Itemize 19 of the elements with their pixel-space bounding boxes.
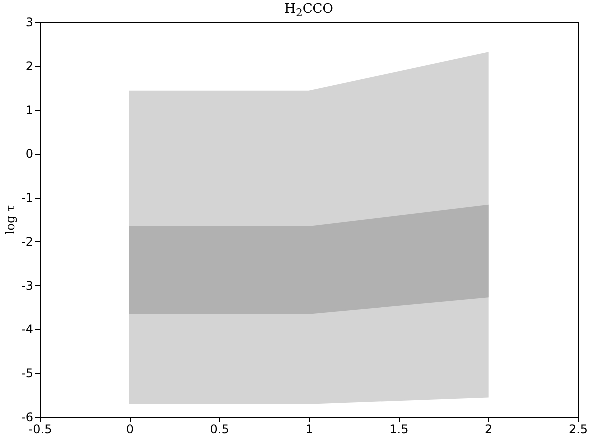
y-axis-title: log τ xyxy=(4,205,18,235)
x-tick-label: -0.5 xyxy=(28,422,52,436)
y-tick-label: 0 xyxy=(26,147,34,162)
y-tick-label: -3 xyxy=(22,278,34,293)
x-tick-label: 1 xyxy=(306,422,314,436)
y-tick-label: -5 xyxy=(22,366,34,381)
y-tick-label: 3 xyxy=(26,16,34,30)
x-tick-label: 0 xyxy=(126,422,134,436)
y-tick-label: -4 xyxy=(22,322,34,337)
x-tick-label: 0.5 xyxy=(210,422,230,436)
y-tick-label: -2 xyxy=(22,234,34,249)
y-tick-label: -1 xyxy=(22,191,34,206)
x-tick-label: 2 xyxy=(485,422,493,436)
y-tick-label: -6 xyxy=(22,410,34,424)
x-tick-label: 1.5 xyxy=(390,422,409,436)
x-tick-label: 2.5 xyxy=(568,422,588,436)
chart-title: H$_{2}$CCO xyxy=(284,2,334,20)
y-tick-label: 2 xyxy=(26,59,34,74)
y-tick-label: 1 xyxy=(26,103,34,118)
